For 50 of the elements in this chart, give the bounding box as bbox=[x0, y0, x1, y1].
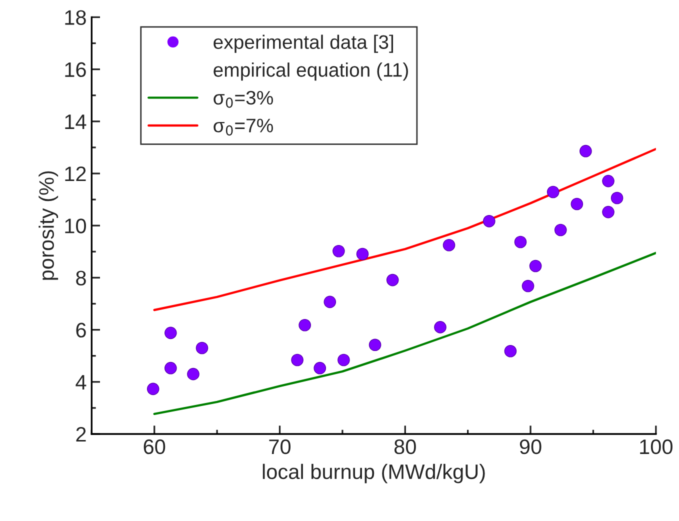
point bbox=[442, 238, 456, 252]
x-tick-label: 80 bbox=[394, 439, 416, 454]
point bbox=[580, 144, 592, 158]
point bbox=[554, 224, 567, 236]
legend-label: experimental data [3] bbox=[214, 34, 394, 53]
point bbox=[529, 260, 542, 272]
point bbox=[291, 354, 304, 366]
line-series bbox=[153, 148, 656, 312]
point bbox=[602, 206, 614, 218]
point bbox=[482, 215, 496, 228]
point bbox=[187, 368, 200, 380]
point bbox=[324, 296, 336, 308]
point bbox=[522, 280, 534, 292]
x-tick-label: 100 bbox=[640, 439, 672, 454]
x-axis-title: local burnup (MWd/kgU) bbox=[262, 464, 485, 484]
point bbox=[164, 362, 177, 374]
point bbox=[332, 244, 345, 258]
point bbox=[146, 382, 160, 396]
x-tick-label: 70 bbox=[269, 439, 291, 454]
point bbox=[164, 326, 177, 340]
point bbox=[504, 344, 517, 358]
point bbox=[314, 362, 326, 374]
y-tick-label: 16 bbox=[65, 62, 86, 78]
line-series bbox=[153, 252, 656, 416]
y-tick-label: 10 bbox=[65, 218, 86, 234]
point bbox=[368, 338, 382, 352]
legend-label: σ$_{0}$=3% bbox=[214, 90, 273, 108]
point bbox=[602, 174, 614, 188]
point bbox=[514, 236, 527, 248]
point bbox=[196, 342, 208, 354]
annotation: empirical equation (11) bbox=[214, 62, 408, 81]
y-axis-title: porosity (%) bbox=[38, 171, 58, 280]
y-tick-label: 18 bbox=[65, 10, 86, 25]
point bbox=[386, 274, 399, 286]
y-tick-label: 4 bbox=[76, 375, 86, 390]
legend-label: σ$_{0}$=7% bbox=[214, 118, 273, 136]
point bbox=[610, 192, 624, 204]
point bbox=[298, 318, 311, 332]
x-tick-label: 60 bbox=[144, 439, 166, 454]
y-tick-label: 6 bbox=[76, 322, 86, 338]
point bbox=[546, 186, 560, 198]
x-tick-label: 90 bbox=[520, 439, 542, 454]
point bbox=[338, 354, 350, 366]
y-tick-label: 2 bbox=[76, 426, 86, 442]
point bbox=[434, 321, 446, 334]
y-tick-label: 12 bbox=[65, 166, 86, 182]
point bbox=[570, 198, 584, 210]
y-tick-label: 8 bbox=[76, 270, 86, 286]
point bbox=[356, 248, 369, 260]
y-tick-label: 14 bbox=[65, 114, 86, 129]
